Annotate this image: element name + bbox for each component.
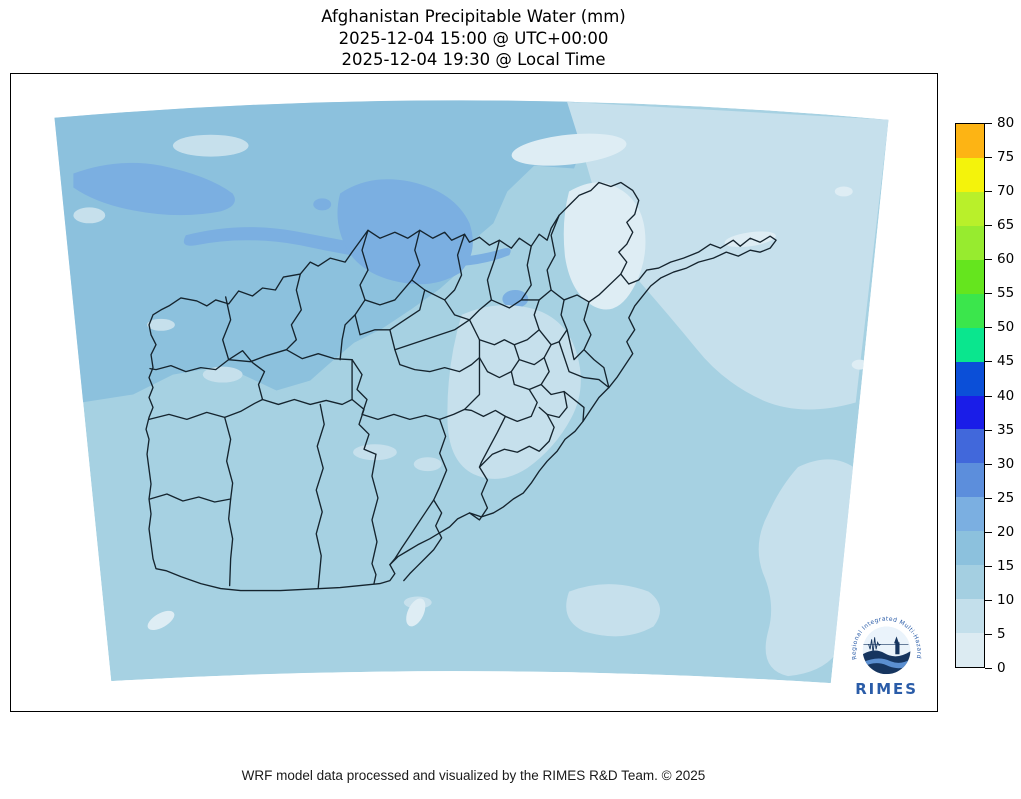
colorbar-tick-label: 50 (997, 319, 1015, 336)
country-border-afghanistan (145, 181, 777, 592)
field-light-0-5 (834, 186, 853, 197)
field-light-0-5 (511, 133, 627, 166)
plot-title-block: Afghanistan Precipitable Water (mm) 2025… (10, 6, 937, 71)
colorbar-tick-label: 65 (997, 217, 1015, 234)
colorbar-segment-0-5 (956, 633, 984, 667)
colorbar-segment-25-30 (956, 463, 984, 498)
colorbar: 0 5 10 15 20 25 30 35 40 45 50 55 60 65 70 75 80 (955, 115, 1014, 676)
colorbar-tick-label: 80 (997, 115, 1015, 131)
field-patch-20-25 (73, 162, 235, 216)
colorbar-tick-label: 5 (997, 625, 1006, 642)
colorbar-segment-10-15 (956, 565, 984, 600)
colorbar-tick (985, 293, 992, 295)
field-light-5-10 (147, 318, 175, 331)
colorbar-tick-label: 10 (997, 591, 1015, 608)
rimes-logo: Regional Integrated Multi-Hazard Early W… (849, 613, 924, 698)
footer-credit: WRF model data processed and visualized … (241, 768, 706, 783)
plot-subtitle-utc: 2025-12-04 15:00 @ UTC+00:00 (338, 28, 609, 48)
colorbar-segment-75-80 (956, 124, 984, 158)
colorbar-segment-60-65 (956, 225, 984, 260)
colorbar-segment-20-25 (956, 497, 984, 532)
field-light-5-10 (447, 305, 581, 479)
colorbar-tick-label: 15 (997, 557, 1015, 574)
field-light-5-10 (202, 366, 243, 383)
logo-scene (862, 626, 911, 675)
field-light-5-10 (413, 457, 442, 472)
colorbar-segment-45-50 (956, 327, 984, 362)
colorbar-tick (985, 123, 992, 124)
colorbar-tick (985, 395, 992, 397)
colorbar-tick-label: 35 (997, 421, 1015, 438)
colorbar-segment-55-60 (956, 259, 984, 294)
colorbar-segment-15-20 (956, 531, 984, 566)
colorbar-segment-5-10 (956, 599, 984, 634)
colorbar-segment-65-70 (956, 191, 984, 226)
colorbar-tick (985, 463, 992, 465)
colorbar-tick (985, 327, 992, 329)
field-light-0-5 (147, 610, 175, 631)
plot-title: Afghanistan Precipitable Water (mm) (321, 7, 626, 26)
field-light-0-5 (563, 182, 646, 310)
wave-stripe (862, 658, 911, 669)
colorbar-tick (985, 633, 992, 635)
colorbar-tick-label: 75 (997, 149, 1015, 166)
colorbar-tick (985, 497, 992, 499)
colorbar-tick (985, 157, 992, 159)
colorbar-tick-label: 55 (997, 285, 1015, 302)
field-light-5-10 (566, 584, 661, 637)
colorbar-tick-label: 60 (997, 251, 1015, 268)
field-patch-20-25 (313, 198, 332, 211)
field-patch-20-25 (337, 179, 473, 285)
colorbar-segment-30-35 (956, 429, 984, 464)
lighthouse-icon (894, 636, 899, 644)
colorbar-tick (985, 531, 992, 533)
colorbar-tick (985, 361, 992, 363)
colorbar-tick-label: 25 (997, 489, 1015, 506)
colorbar-tick-label: 70 (997, 183, 1015, 200)
colorbar-segment-40-45 (956, 361, 984, 396)
pw-field (54, 100, 889, 684)
colorbar-segment-70-75 (956, 157, 984, 192)
colorbar-segment-35-40 (956, 395, 984, 430)
field-light-5-10 (172, 134, 249, 157)
field-patch-20-25 (502, 289, 529, 308)
map-canvas: Regional Integrated Multi-Hazard Early W… (54, 100, 924, 698)
colorbar-segment-50-55 (956, 293, 984, 328)
field-light-0-5 (851, 359, 868, 370)
colorbar-tick (985, 191, 992, 193)
colorbar-gradient (955, 123, 985, 668)
plot-subtitle-local: 2025-12-04 19:30 @ Local Time (341, 50, 606, 69)
colorbar-tick-label: 30 (997, 455, 1015, 472)
field-light-5-10 (758, 459, 858, 677)
colorbar-tick (985, 429, 992, 431)
colorbar-tick-label: 40 (997, 387, 1015, 404)
colorbar-tick (985, 225, 992, 227)
logo-wordmark: RIMES (855, 680, 918, 698)
colorbar-tick-label: 0 (997, 660, 1006, 676)
colorbar-tick-label: 45 (997, 353, 1015, 370)
province-boundaries (148, 214, 622, 589)
colorbar-tick (985, 565, 992, 567)
map-frame: Regional Integrated Multi-Hazard Early W… (10, 73, 938, 712)
colorbar-tick (985, 259, 992, 261)
seismograph-icon (868, 637, 881, 654)
field-light-0-5 (406, 598, 426, 627)
field-light-5-10 (73, 207, 106, 224)
field-light-5-10 (567, 101, 889, 410)
colorbar-tick (985, 599, 992, 601)
colorbar-tick-label: 20 (997, 523, 1015, 540)
colorbar-tick (985, 668, 992, 669)
